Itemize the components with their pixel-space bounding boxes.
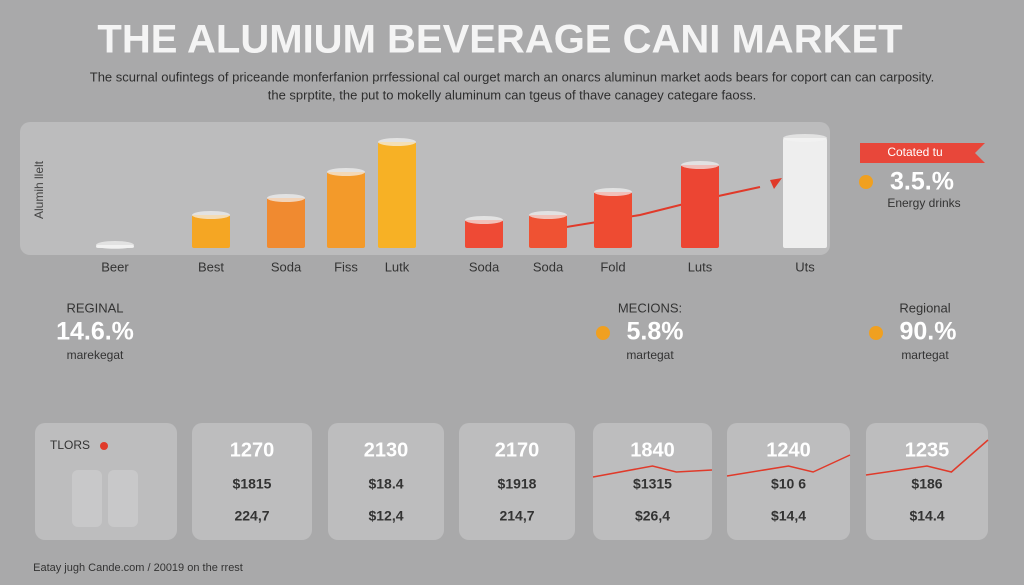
stat-dot xyxy=(596,326,610,340)
x-tick-label: Soda xyxy=(533,259,564,274)
bar-cap xyxy=(267,194,305,202)
card xyxy=(35,423,177,540)
card-line: $1918 xyxy=(498,476,537,492)
bar xyxy=(681,165,719,248)
callout-dot xyxy=(859,175,873,189)
bar-cap xyxy=(192,211,230,219)
card-line: $18.4 xyxy=(368,476,403,492)
card-line: $26,4 xyxy=(635,508,670,524)
card-line: $12,4 xyxy=(368,508,403,524)
stat-label: Regional xyxy=(899,300,950,315)
bar xyxy=(378,142,416,248)
card xyxy=(727,423,850,540)
card-value: 1840 xyxy=(630,439,675,461)
bar xyxy=(327,172,365,248)
x-tick-label: Soda xyxy=(271,259,302,274)
card-trend xyxy=(865,439,989,476)
stat-caption: marekegat xyxy=(67,348,124,362)
bar-cap xyxy=(465,216,503,224)
bar-cap xyxy=(96,241,134,249)
bar xyxy=(267,198,305,248)
card-label: TLORS xyxy=(50,438,90,452)
card xyxy=(593,423,712,540)
card xyxy=(192,423,312,540)
stat-caption: martegat xyxy=(901,348,949,362)
card xyxy=(328,423,444,540)
can-icon xyxy=(108,470,138,527)
x-tick-label: Lutk xyxy=(385,259,410,274)
card-line: $1815 xyxy=(233,476,272,492)
stat-caption: martegat xyxy=(626,348,674,362)
stat-label: MECIONS: xyxy=(618,300,682,315)
stat-value: 90.% xyxy=(900,318,957,346)
card-line: $14,4 xyxy=(771,508,806,524)
bar xyxy=(465,220,503,248)
card xyxy=(866,423,988,540)
can-icon xyxy=(72,470,102,527)
bar xyxy=(783,138,827,248)
trend-arrow xyxy=(770,178,782,189)
callout-label: Energy drinks xyxy=(887,196,960,210)
y-axis-label: Alumih llelt xyxy=(32,160,46,219)
bar xyxy=(192,215,230,248)
stat-value: 14.6.% xyxy=(56,318,134,346)
card-value: 2130 xyxy=(364,439,409,461)
x-tick-label: Beer xyxy=(101,259,129,274)
subtitle: the sprptite, the put to mokelly aluminu… xyxy=(268,87,757,102)
callout-tag-text: Cotated tu xyxy=(887,145,942,159)
card-value: 2170 xyxy=(495,439,540,461)
bar-cap xyxy=(529,211,567,219)
card-line: 224,7 xyxy=(234,508,269,524)
x-tick-label: Fiss xyxy=(334,259,358,274)
stat-value: 5.8% xyxy=(627,318,684,346)
card-line: $1315 xyxy=(633,476,672,492)
x-tick-label: Fold xyxy=(600,259,625,274)
title: THE ALUMIUM BEVERAGE CANI MARKET xyxy=(97,18,902,62)
footer: Eatay jugh Cande.com / 20019 on the rres… xyxy=(33,562,243,574)
card-line: $186 xyxy=(911,476,942,492)
callout-tag xyxy=(860,143,985,163)
bar-cap xyxy=(681,161,719,169)
bar xyxy=(594,192,632,248)
card-value: 1270 xyxy=(230,439,275,461)
bar-cap xyxy=(783,134,827,142)
bar xyxy=(529,215,567,248)
card-dot xyxy=(100,442,108,450)
card-line: 214,7 xyxy=(499,508,534,524)
x-tick-label: Soda xyxy=(469,259,500,274)
subtitle: The scurnal oufintegs of priceande monfe… xyxy=(90,69,934,84)
callout-value: 3.5.% xyxy=(890,168,954,196)
card-value: 1240 xyxy=(766,439,811,461)
card-line: $10 6 xyxy=(771,476,806,492)
card-line: $14.4 xyxy=(909,508,944,524)
x-tick-label: Uts xyxy=(795,259,815,274)
card-value: 1235 xyxy=(905,439,950,461)
card xyxy=(459,423,575,540)
x-tick-label: Best xyxy=(198,259,224,274)
stat-dot xyxy=(869,326,883,340)
x-tick-label: Luts xyxy=(688,259,713,274)
bar-cap xyxy=(378,138,416,146)
bar-cap xyxy=(327,168,365,176)
card-trend xyxy=(592,465,713,478)
stat-label: REGINAL xyxy=(66,300,123,315)
card-trend xyxy=(726,454,851,477)
bar-cap xyxy=(594,188,632,196)
